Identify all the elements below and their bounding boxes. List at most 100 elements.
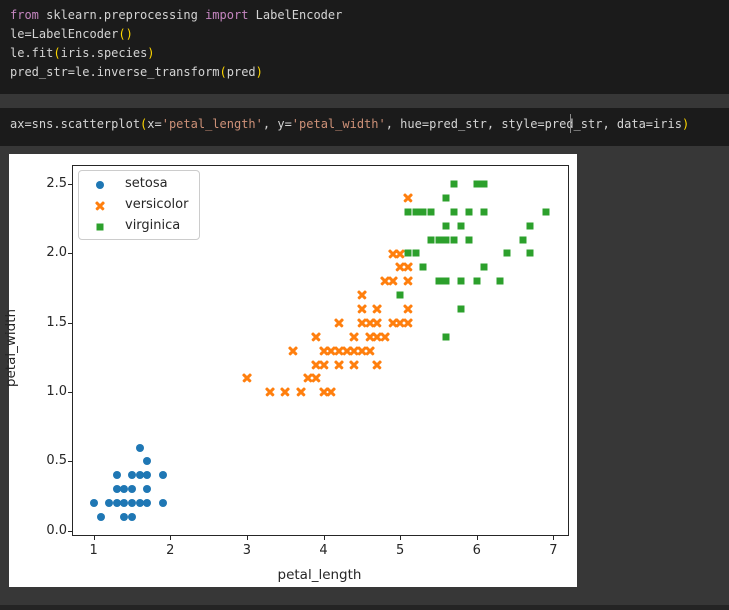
code-line: pred_str=le.inverse_transform(pred) [0, 63, 729, 82]
data-point-virginica [542, 208, 550, 216]
data-point-virginica [435, 277, 442, 285]
plot-output-area: petal_width petal_length setosa versicolo… [0, 146, 729, 605]
y-tick-label: 2.0 [46, 245, 67, 261]
code-token-plain: le.fit [10, 46, 54, 60]
data-point-versicolor [326, 387, 337, 398]
legend-label: setosa [125, 176, 168, 191]
x-axis-label: petal_length [277, 567, 362, 583]
x-tick-mark [553, 536, 555, 540]
data-point-virginica [435, 236, 442, 244]
plot-legend: setosa versicolor virginica [78, 170, 200, 240]
code-cell-1[interactable]: from sklearn.preprocessing import LabelE… [0, 0, 729, 94]
data-point-versicolor [387, 276, 398, 287]
data-point-virginica [450, 236, 458, 244]
data-point-versicolor [379, 331, 390, 342]
data-point-setosa [112, 471, 121, 480]
data-point-virginica [404, 208, 412, 216]
data-point-setosa [128, 512, 136, 521]
y-tick-label: 0.5 [46, 453, 67, 469]
data-point-setosa [128, 499, 136, 508]
data-point-virginica [427, 208, 435, 216]
data-point-virginica [526, 222, 534, 230]
legend-item-versicolor: versicolor [79, 196, 199, 217]
legend-item-virginica: virginica [79, 217, 199, 238]
code-cell-2[interactable]: ax=sns.scatterplot(x='petal_length', y='… [0, 108, 729, 146]
data-point-setosa [158, 471, 167, 480]
data-point-versicolor [372, 317, 383, 328]
y-tick-label: 1.5 [46, 314, 67, 330]
data-point-virginica [473, 277, 481, 285]
code-token-plain: x= [147, 117, 162, 131]
data-point-setosa [120, 485, 129, 494]
code-token-string: 'petal_width' [291, 117, 386, 131]
data-point-versicolor [287, 345, 298, 356]
square-marker [96, 223, 104, 231]
code-line: ax=sns.scatterplot(x='petal_length', y='… [0, 115, 729, 134]
data-point-setosa [128, 485, 136, 494]
y-tick-mark [68, 184, 72, 186]
data-point-versicolor [310, 373, 321, 384]
data-point-versicolor [356, 303, 367, 314]
code-token-paren: ( [140, 117, 148, 131]
data-point-setosa [143, 471, 152, 480]
data-point-virginica [442, 222, 450, 230]
data-point-setosa [135, 471, 144, 480]
data-point-versicolor [356, 290, 367, 301]
data-point-virginica [442, 236, 450, 244]
code-token-plain: le=LabelEncoder [10, 27, 119, 41]
text-cursor [570, 114, 571, 133]
data-point-virginica [457, 277, 465, 285]
y-axis-label: petal_width [3, 308, 19, 388]
circle-marker [96, 181, 104, 189]
data-point-versicolor [280, 387, 291, 398]
code-token-keyword: from [10, 8, 47, 22]
code-token-paren: ) [255, 65, 263, 79]
x-tick-label: 2 [166, 543, 175, 558]
x-tick-mark [246, 536, 248, 540]
data-point-versicolor [241, 373, 252, 384]
data-point-virginica [457, 305, 465, 313]
x-tick-mark [93, 536, 95, 540]
data-point-setosa [120, 512, 129, 521]
y-tick-label: 2.5 [46, 176, 67, 192]
plot-axes: setosa versicolor virginica 1 2 3 4 5 6 7 0.0 0.5 1… [46, 165, 569, 558]
data-point-virginica [480, 180, 488, 188]
x-tick-label: 3 [242, 543, 252, 558]
code-token-paren: ( [53, 46, 61, 60]
data-point-virginica [404, 249, 412, 257]
data-point-setosa [112, 499, 121, 508]
data-point-setosa [143, 499, 152, 508]
data-point-virginica [503, 249, 511, 257]
data-point-virginica [496, 277, 504, 285]
y-tick-mark [68, 253, 72, 255]
data-point-versicolor [349, 331, 360, 342]
data-point-virginica [419, 208, 427, 216]
y-tick-mark [68, 461, 72, 463]
data-point-virginica [519, 236, 527, 244]
data-point-setosa [143, 457, 152, 466]
code-token-plain: iris.species [60, 46, 148, 60]
y-tick-label: 0.0 [46, 522, 67, 538]
data-point-virginica [457, 222, 465, 230]
legend-label: versicolor [125, 197, 189, 212]
data-point-versicolor [402, 192, 413, 203]
x-tick-label: 7 [549, 543, 558, 558]
data-point-virginica [473, 180, 481, 188]
data-point-versicolor [264, 387, 275, 398]
data-point-versicolor [333, 359, 344, 370]
data-point-virginica [427, 236, 435, 244]
code-token-string: 'petal_length' [161, 117, 263, 131]
data-point-versicolor [310, 331, 321, 342]
data-point-setosa [105, 499, 113, 508]
data-point-setosa [128, 471, 136, 480]
data-point-virginica [412, 249, 419, 257]
data-point-virginica [480, 208, 488, 216]
data-point-virginica [526, 249, 534, 257]
code-line: from sklearn.preprocessing import LabelE… [0, 6, 729, 25]
data-point-virginica [465, 208, 473, 216]
x-tick-label: 1 [89, 543, 98, 558]
data-point-virginica [442, 194, 450, 202]
x-tick-mark [476, 536, 478, 540]
code-token-paren: ) [147, 46, 155, 60]
code-token-paren: ) [681, 117, 690, 131]
